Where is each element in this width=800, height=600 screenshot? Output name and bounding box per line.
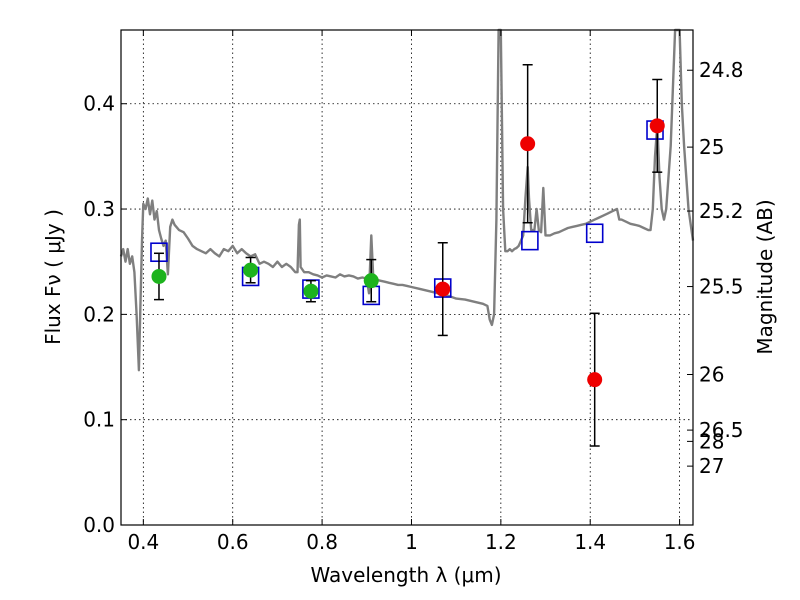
plot-frame bbox=[120, 29, 694, 526]
y2-tick-label: 27 bbox=[699, 454, 724, 478]
y2-tick-label: 24.8 bbox=[699, 58, 744, 82]
model-square-marker bbox=[585, 223, 604, 244]
y-tick-label: 0.3 bbox=[83, 197, 115, 221]
y2-tick-label: 26.5 bbox=[699, 418, 744, 442]
green-data-point bbox=[243, 262, 259, 278]
red-data-point bbox=[435, 281, 451, 297]
y-tick-label: 0.0 bbox=[83, 513, 115, 537]
y2-tick-label: 25 bbox=[699, 135, 724, 159]
model-spectrum bbox=[119, 28, 695, 372]
x-tick-label: 0.4 bbox=[127, 530, 159, 554]
green-data-point bbox=[363, 273, 379, 289]
y2-tick-label: 28 bbox=[699, 429, 724, 453]
y2-tick-label: 25.2 bbox=[699, 199, 744, 223]
y-tick-label: 0.2 bbox=[83, 302, 115, 326]
y2-axis-label: Magnitude (AB) bbox=[753, 199, 777, 354]
x-tick-label: 1 bbox=[405, 530, 418, 554]
red-data-point bbox=[520, 136, 536, 152]
x-tick-label: 0.8 bbox=[306, 530, 338, 554]
x-tick-label: 0.6 bbox=[217, 530, 249, 554]
x-axis-label: Wavelength λ (μm) bbox=[310, 563, 501, 587]
y2-tick-label: 26 bbox=[699, 362, 724, 386]
x-tick-label: 1.6 bbox=[664, 530, 696, 554]
x-tick-label: 1.2 bbox=[485, 530, 517, 554]
x-tick-label: 1.4 bbox=[574, 530, 606, 554]
model-spectrum-line bbox=[119, 28, 695, 372]
y-tick-label: 0.1 bbox=[83, 408, 115, 432]
y2-tick-label: 25.5 bbox=[699, 275, 744, 299]
model-square-marker bbox=[521, 230, 539, 251]
red-data-point bbox=[587, 372, 603, 388]
red-data-point bbox=[649, 118, 665, 134]
plot-background bbox=[121, 30, 693, 525]
observed-photometry-points bbox=[151, 118, 665, 388]
y-axis-label: Flux Fν ( μJy ) bbox=[41, 209, 65, 345]
x-axis-ticks: 0.4 0.6 0.8 1 1.2 1.4 1.6 bbox=[127, 30, 696, 554]
grid-lines bbox=[121, 30, 693, 526]
y-tick-label: 0.4 bbox=[83, 92, 115, 116]
green-data-point bbox=[303, 283, 319, 299]
y-axis-ticks: 0.0 0.1 0.2 0.3 0.4 bbox=[83, 92, 127, 537]
green-data-point bbox=[151, 268, 167, 284]
